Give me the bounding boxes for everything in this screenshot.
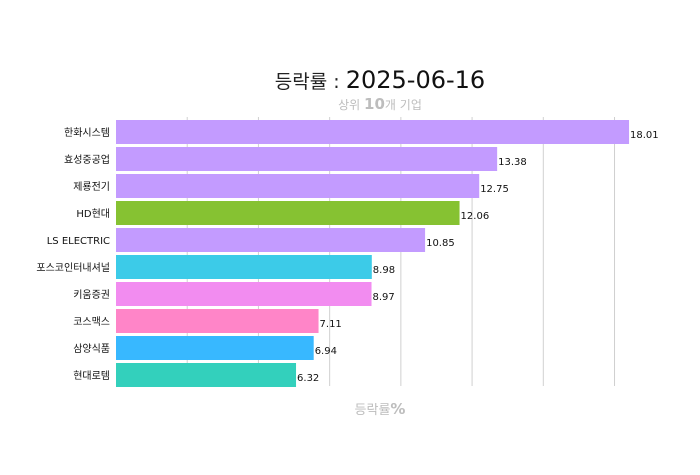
title-prefix: 등락률 : [275, 71, 346, 93]
chart-title: 등락률 : 2025-06-16 [275, 66, 485, 94]
title-date: 2025-06-16 [346, 66, 485, 94]
x-axis-label-text: 등락률 [355, 403, 391, 418]
bar [116, 255, 372, 279]
bar [116, 201, 460, 225]
value-label: 13.38 [498, 157, 527, 168]
x-axis-label: 등락률% [355, 400, 406, 418]
bar [116, 174, 480, 198]
bar [116, 336, 314, 360]
subtitle-post: 개 기업 [385, 98, 422, 112]
value-label: 7.11 [320, 319, 342, 330]
value-label: 12.75 [480, 184, 509, 195]
category-label: 삼양식품 [73, 343, 110, 355]
category-label: LS ELECTRIC [47, 236, 110, 247]
value-label: 12.06 [461, 211, 490, 222]
bar [116, 147, 498, 171]
category-label: 제룡전기 [73, 181, 110, 193]
category-label: 효성중공업 [64, 153, 110, 166]
x-axis-label-unit: % [390, 400, 405, 418]
subtitle-num: 10 [364, 95, 385, 113]
value-label: 6.94 [315, 346, 337, 357]
category-label: 코스맥스 [73, 316, 110, 328]
category-label: 현대로템 [73, 370, 110, 382]
category-label: HD현대 [76, 208, 110, 220]
chart-subtitle: 상위 10개 기업 [338, 95, 422, 113]
value-label: 8.98 [373, 265, 395, 276]
value-label: 8.97 [373, 292, 395, 303]
value-label: 10.85 [426, 238, 455, 249]
bar [116, 120, 630, 144]
bar [116, 309, 319, 333]
category-label: 포스코인터내셔널 [36, 262, 110, 274]
bar [116, 282, 372, 306]
bar [116, 228, 426, 252]
subtitle-pre: 상위 [338, 98, 364, 112]
category-label: 키움증권 [73, 289, 110, 301]
bars: 한화시스템 18.01 효성중공업 13.38 제룡전기 12.75 HD현대 12.06 LS… [36, 120, 659, 387]
category-label: 한화시스템 [64, 127, 110, 139]
bar [116, 363, 297, 387]
value-label: 18.01 [630, 130, 659, 141]
value-label: 6.32 [297, 373, 319, 384]
